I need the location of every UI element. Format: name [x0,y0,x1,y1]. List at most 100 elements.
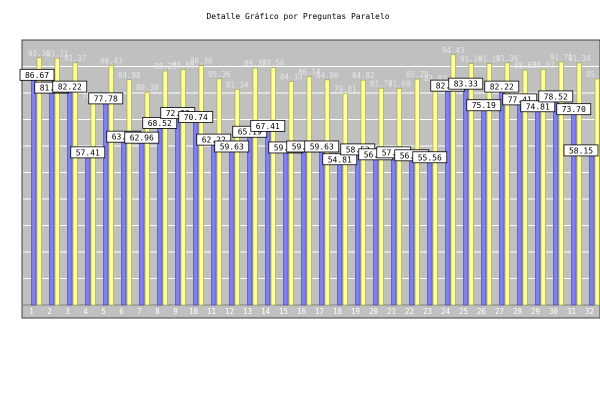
series-2-value-label: 80.30 [136,83,159,92]
series-1-value-label: 83.33 [448,77,484,90]
bar-series-1 [373,154,379,306]
value-label-text: 74.81 [526,102,550,111]
series-2-value-label: 88.29 [154,62,177,71]
value-label-box [250,119,286,132]
value-label-box [520,100,556,113]
series-2-value-label: 85.20 [406,70,429,79]
series-1-value-label: 78.52 [538,90,574,103]
value-label-text: 70.74 [184,113,208,122]
bar-series-1 [445,85,451,306]
bar-series-2 [342,93,348,306]
bar-series-2 [522,69,528,306]
value-label-text: 59.63 [220,142,244,151]
series-1-value-label: 82.22 [484,80,520,93]
value-label-box [214,140,250,153]
value-label-text: 59.63 [310,142,334,151]
bar-series-2 [90,101,96,306]
series-1-value-label: 62.22 [196,133,232,146]
bar-series-2 [378,88,384,306]
value-label-text: 72.22 [166,109,190,118]
value-label-text: 54.81 [328,155,352,164]
bar-series-2 [504,62,510,306]
bar-series-2 [216,78,222,306]
series-2-value-label: 91.37 [64,54,87,63]
bar-series-1 [391,152,397,306]
x-tick-label: 15 [279,307,288,316]
series-1-value-label: 74.81 [520,100,556,113]
bar-series-1 [31,75,37,306]
bar-series-2 [72,62,78,306]
series-2-value-label: 91.34 [568,54,591,63]
bar-series-1 [247,131,253,306]
x-tick-label: 23 [423,307,432,316]
series-1-value-label: 58.15 [563,144,599,157]
x-tick-label: 32 [585,307,594,316]
series-1-value-label: 77.41 [502,93,538,106]
bar-series-2 [144,91,150,306]
series-2-value-label: 88.88 [172,60,195,69]
bar-series-1 [211,139,217,306]
x-tick-label: 1 [29,307,34,316]
bar-series-2 [486,63,492,306]
series-1-value-label: 67.41 [250,119,286,132]
series-1-value-label: 59.63 [214,140,250,153]
x-tick-label: 31 [567,307,576,316]
value-label-text: 73.70 [562,105,586,114]
value-label-box [70,146,106,159]
x-tick-label: 2 [47,307,52,316]
primary-value-labels: 86.6781.8582.2257.4177.7863.3362.9668.52… [19,68,599,166]
series-1-value-label: 59.63 [304,140,340,153]
series-2-value-label: 91.10 [460,55,483,64]
series-1-value-label: 68.52 [142,117,178,129]
x-tick-label: 4 [83,307,88,316]
x-tick-label: 16 [297,307,307,316]
value-label-text: 75.19 [472,101,496,110]
bar-series-1 [283,147,289,306]
bar-series-1 [589,150,595,306]
bar-series-1 [517,99,523,306]
bar-series-2 [468,63,474,306]
value-label-text: 82.22 [58,83,82,92]
series-2-value-label: 81.77 [370,79,393,88]
x-tick-label: 14 [261,307,271,316]
series-2-value-label: 93.30 [28,49,51,58]
value-label-box [322,153,358,166]
value-label-box [412,151,448,164]
series-2-value-label: 88.92 [532,60,555,69]
value-label-box [538,90,574,103]
bar-series-1 [319,146,325,306]
bar-series-2 [270,67,276,306]
series-1-value-label: 86.67 [19,68,55,81]
series-1-value-label: 54.81 [322,153,358,166]
series-2-value-label: 90.30 [190,57,213,66]
value-label-text: 58.15 [569,146,593,155]
bar-series-2 [288,81,294,306]
value-label-text: 56.30 [400,151,424,160]
bar-series-1 [229,146,235,306]
value-label-text: 78.52 [544,92,568,101]
value-label-text: 56.67 [364,150,388,159]
value-label-box [178,111,214,123]
series-2-value-label: 91.36 [496,54,519,63]
bar-series-1 [553,96,559,306]
series-2-value-label: 85.27 [586,70,600,79]
value-label-text: 55.56 [418,153,442,162]
bar-series-2 [36,57,42,306]
series-1-value-label: 82.22 [52,80,88,93]
bar-series-2 [180,69,186,306]
series-2-value-label: 81.69 [388,80,411,89]
bar-series-2 [306,76,312,306]
series-2-value-label: 84.96 [316,71,339,80]
bar-series-2 [126,79,132,306]
x-tick-label: 26 [477,307,487,316]
value-label-box [88,92,124,105]
x-tick-label: 27 [495,307,504,316]
value-label-box [124,131,160,144]
series-2-value-label: 89.56 [262,59,285,68]
value-label-text: 57.41 [382,148,406,157]
bar-series-1 [355,149,361,306]
value-label-box [563,144,599,157]
value-label-box [142,117,178,129]
value-label-box [484,80,520,93]
series-2-value-label: 93.11 [46,49,69,58]
